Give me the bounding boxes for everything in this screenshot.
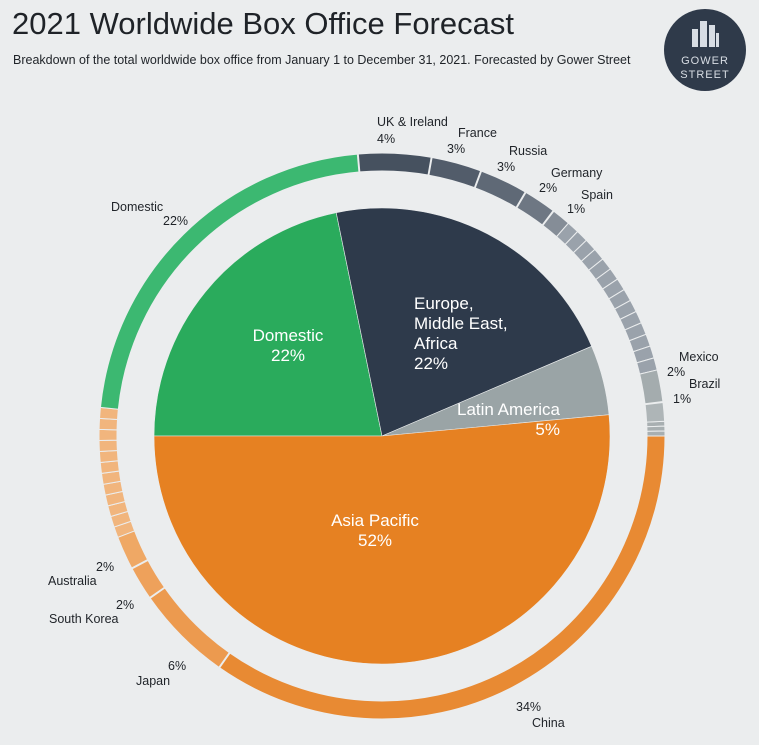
ring-label-south-korea: South Korea xyxy=(49,612,119,626)
pie-label-latin-america: Latin America 5% xyxy=(457,400,561,439)
outer-minor-segment xyxy=(98,417,119,431)
ring-label-domestic: Domestic xyxy=(111,200,163,214)
ring-segment-australia xyxy=(117,530,149,569)
pie-label-domestic: Domestic 22% xyxy=(253,326,324,365)
ring-label-japan: Japan xyxy=(136,674,170,688)
ring-segment-russia xyxy=(474,170,526,209)
ring-label-china: China xyxy=(532,716,565,730)
ring-value-spain: 1% xyxy=(567,202,585,216)
ring-value-brazil: 1% xyxy=(673,392,691,406)
ring-value-uk-ireland: 4% xyxy=(377,132,395,146)
inner-pie-labels: Domestic 22% Europe, Middle East, Africa 22% L… xyxy=(253,294,561,550)
outer-minor-segment xyxy=(646,430,666,437)
ring-label-germany: Germany xyxy=(551,166,603,180)
outer-ring-minor-ticks xyxy=(98,222,666,539)
ring-segment-domestic xyxy=(99,153,360,410)
outer-minor-segment xyxy=(98,439,118,452)
outer-minor-segment xyxy=(98,449,119,464)
ring-label-spain: Spain xyxy=(581,188,613,202)
ring-label-brazil: Brazil xyxy=(689,377,720,391)
ring-label-russia: Russia xyxy=(509,144,547,158)
chart-subtitle: Breakdown of the total worldwide box off… xyxy=(13,53,631,67)
ring-label-australia: Australia xyxy=(48,574,97,588)
outer-minor-segment xyxy=(646,425,666,432)
building-icon xyxy=(692,21,719,47)
pie-label-europe-middle-east-africa: Europe, Middle East, Africa 22% xyxy=(414,294,508,373)
ring-segment-china xyxy=(218,435,666,720)
gower-street-logo: GOWER STREET xyxy=(664,9,746,91)
ring-segment-japan xyxy=(149,587,230,668)
ring-label-france: France xyxy=(458,126,497,140)
chart-title: 2021 Worldwide Box Office Forecast xyxy=(12,6,514,41)
ring-value-germany: 2% xyxy=(539,181,557,195)
ring-value-france: 3% xyxy=(447,142,465,156)
ring-value-domestic: 22% xyxy=(163,214,188,228)
inner-pie xyxy=(153,207,611,665)
pie-slice-asia-pacific xyxy=(153,414,611,665)
ring-segment-france xyxy=(428,156,482,189)
ring-segment-brazil xyxy=(644,401,666,423)
logo-text-line1: GOWER xyxy=(681,55,729,67)
pie-slice-europe-middle-east-africa xyxy=(335,207,593,437)
ring-value-japan: 6% xyxy=(168,659,186,673)
ring-segment-spain xyxy=(542,210,570,238)
ring-value-mexico: 2% xyxy=(667,365,685,379)
outer-minor-segment xyxy=(98,428,118,441)
ring-value-china: 34% xyxy=(516,700,541,714)
logo-text-line2: STREET xyxy=(680,69,730,81)
ring-label-mexico: Mexico xyxy=(679,350,719,364)
ring-segment-south-korea xyxy=(131,559,166,599)
ring-value-south-korea: 2% xyxy=(116,598,134,612)
ring-value-russia: 3% xyxy=(497,160,515,174)
ring-label-uk-ireland: UK & Ireland xyxy=(377,115,448,129)
pie-slice-domestic xyxy=(153,212,383,437)
ring-segment-uk-ireland xyxy=(357,152,432,176)
ring-segment-germany xyxy=(516,191,554,226)
ring-segment-mexico xyxy=(639,369,664,405)
pie-label-asia-pacific: Asia Pacific 52% xyxy=(331,511,419,550)
ring-value-australia: 2% xyxy=(96,560,114,574)
outer-ring xyxy=(99,152,666,720)
